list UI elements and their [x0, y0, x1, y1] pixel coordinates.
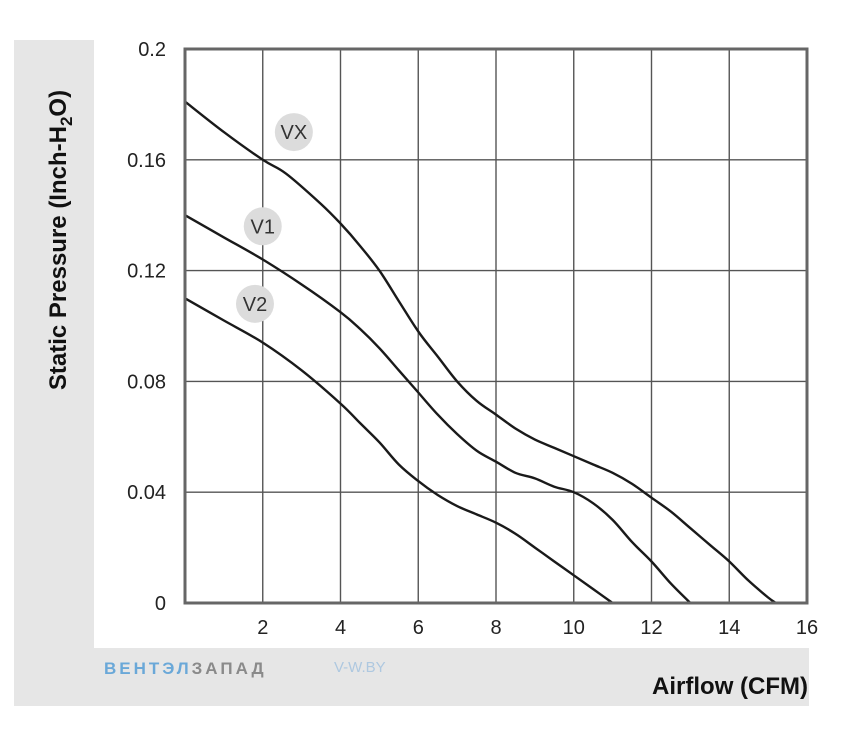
series-lines [184, 100, 777, 604]
curve-label-badge [274, 113, 313, 152]
curve-label-text: VX [281, 122, 308, 144]
watermark-brand-part1: ВЕНТЭЛ [104, 659, 192, 678]
y-tick-label: 0.04 [127, 482, 166, 504]
backdrop-left-panel [14, 40, 94, 700]
x-tick-label: 4 [335, 617, 346, 639]
y-tick-label: 0.12 [127, 261, 166, 283]
x-tick-labels: 2 4 6 8 10 12 14 16 [257, 617, 818, 639]
series-line-vx [184, 100, 777, 604]
curve-label-text: V2 [243, 294, 267, 316]
y-tick-label: 0.2 [138, 39, 166, 61]
y-tick-label: 0 [155, 593, 166, 615]
y-tick-labels: 0 0.04 0.08 0.12 0.16 0.2 [127, 39, 166, 615]
watermark-brand-part2: ЗАПАД [192, 659, 267, 678]
y-axis-label: Static Pressure (Inch-H2O) [45, 90, 76, 390]
series-line-v2 [184, 297, 614, 604]
curve-label-badge [235, 284, 274, 323]
x-tick-label: 8 [490, 617, 501, 639]
x-tick-label: 16 [796, 617, 818, 639]
x-axis-label: Airflow (CFM) [652, 673, 808, 700]
x-tick-label: 10 [563, 617, 585, 639]
plot-frame [183, 47, 809, 605]
x-tick-label: 12 [640, 617, 662, 639]
x-tick-label: 14 [718, 617, 740, 639]
curve-label-text: V1 [251, 216, 275, 238]
curve-label-v1: V1 [243, 207, 282, 246]
curve-label-v2: V2 [235, 284, 274, 323]
y-tick-label: 0.16 [127, 150, 166, 172]
curve-label-vx: VX [274, 113, 313, 152]
x-tick-label: 2 [257, 617, 268, 639]
x-tick-label: 6 [413, 617, 424, 639]
y-axis-label-part1: Static Pressure (Inch-H [45, 126, 72, 390]
curve-label-badge [243, 207, 282, 246]
grid [185, 49, 807, 603]
y-axis-label-subscript: 2 [57, 117, 76, 126]
watermark-site: V-W.BY [334, 659, 386, 676]
backdrop-bottom-panel [14, 648, 809, 706]
series-line-v1 [184, 214, 692, 604]
watermark-brand: ВЕНТЭЛЗАПАД [104, 659, 267, 678]
curve-labels: VX V1 V2 [235, 113, 313, 323]
y-tick-label: 0.08 [127, 371, 166, 393]
y-axis-label-part2: O) [45, 90, 72, 117]
